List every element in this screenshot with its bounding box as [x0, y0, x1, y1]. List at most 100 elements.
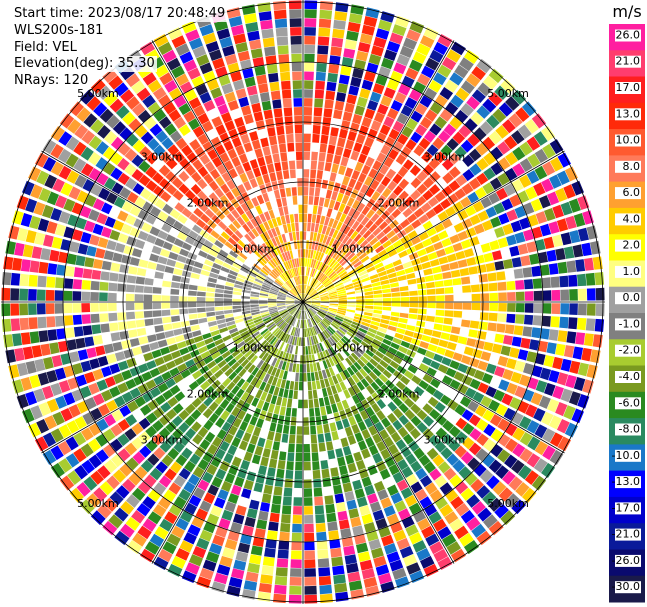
ray-gate: [227, 444, 238, 456]
ray-gate: [150, 387, 161, 398]
ray-gate: [517, 243, 529, 255]
ray-gate: [314, 505, 325, 515]
ray-gate: [512, 443, 526, 458]
ray-gate: [299, 275, 302, 285]
ray-gate: [260, 137, 269, 148]
ray-gate: [311, 303, 321, 306]
ray-gate: [285, 303, 295, 305]
ray-gate: [324, 329, 331, 338]
ray-gate: [273, 584, 287, 595]
ray-gate: [295, 328, 299, 337]
ray-gate: [338, 519, 350, 530]
ray-gate: [357, 267, 366, 274]
ray-gate: [300, 302, 303, 311]
ray-gate: [234, 315, 243, 320]
ray-gate: [455, 250, 466, 260]
ray-gate: [259, 92, 270, 102]
ray-gate: [278, 54, 290, 64]
ray-gate: [241, 488, 252, 499]
ray-gate: [74, 416, 87, 430]
ray-gate: [326, 81, 337, 92]
ray-gate: [328, 218, 335, 228]
ray-gate: [218, 74, 231, 86]
ray-gate: [489, 414, 502, 427]
ray-gate: [65, 153, 79, 168]
ray-gate: [29, 215, 41, 230]
ray-gate: [127, 191, 139, 204]
ray-gate: [188, 494, 202, 507]
ray-gate: [243, 479, 254, 491]
ray-gate: [320, 460, 329, 470]
ray-gate: [398, 317, 408, 324]
ray-gate: [364, 484, 376, 496]
ray-gate: [294, 470, 303, 480]
ray-gate: [462, 169, 475, 182]
ray-gate: [189, 319, 199, 326]
ray-gate: [469, 163, 482, 176]
ray-gate: [327, 449, 336, 460]
ray-gate: [64, 315, 74, 326]
ray-gate: [143, 310, 153, 318]
ray-gate: [398, 403, 409, 414]
ray-gate: [375, 74, 388, 86]
ray-gate: [376, 460, 387, 472]
ray-gate: [42, 385, 54, 400]
ray-gate: [418, 454, 431, 467]
ray-gate: [377, 489, 389, 501]
ray-gate: [380, 95, 393, 107]
ray-gate: [248, 341, 257, 349]
ray-gate: [206, 254, 216, 262]
ray-gate: [329, 298, 339, 301]
ray-gate: [308, 354, 313, 364]
ray-gate: [219, 270, 229, 277]
ray-gate: [261, 100, 272, 111]
ray-gate: [555, 402, 568, 417]
ray-gate: [145, 412, 158, 424]
ray-gate: [303, 302, 312, 305]
ray-gate: [500, 510, 516, 526]
ray-gate: [212, 262, 222, 270]
ray-gate: [178, 467, 191, 480]
ray-gate: [116, 293, 126, 302]
ray-gate: [82, 325, 93, 336]
ray-gate: [347, 159, 357, 170]
ray-gate: [534, 165, 548, 180]
ray-gate: [411, 375, 422, 385]
ray-gate: [242, 263, 251, 271]
ray-gate: [290, 289, 297, 296]
ray-gate: [325, 358, 332, 368]
ray-gate: [255, 389, 263, 399]
ray-gate: [323, 423, 330, 434]
ray-gate: [154, 64, 169, 78]
ray-gate: [109, 386, 121, 398]
ray-gate: [311, 443, 318, 453]
ray-gate: [333, 280, 343, 286]
ray-gate: [338, 361, 346, 371]
ray-gate: [76, 107, 91, 122]
ray-gate: [92, 368, 104, 381]
ray-gate: [355, 371, 364, 381]
ray-gate: [260, 288, 270, 293]
ray-gate: [386, 513, 400, 526]
ray-gate: [175, 137, 188, 150]
ray-gate: [221, 421, 232, 432]
ray-gate: [391, 385, 402, 396]
ray-gate: [498, 292, 507, 301]
ray-gate: [344, 426, 354, 437]
ray-gate: [319, 292, 328, 297]
ray-gate: [191, 171, 202, 183]
ray-gate: [59, 475, 75, 491]
ray-gate: [313, 196, 320, 206]
ray-gate: [344, 39, 357, 50]
ray-gate: [16, 195, 29, 210]
ray-gate: [253, 280, 263, 286]
ray-gate: [108, 75, 123, 90]
ray-gate: [373, 36, 387, 49]
ray-gate: [390, 316, 399, 322]
ray-gate: [280, 71, 291, 81]
ray-gate: [312, 259, 317, 269]
ray-gate: [291, 288, 298, 296]
ray-gate: [145, 379, 157, 390]
ray-gate: [277, 296, 286, 300]
ray-gate: [238, 368, 247, 378]
